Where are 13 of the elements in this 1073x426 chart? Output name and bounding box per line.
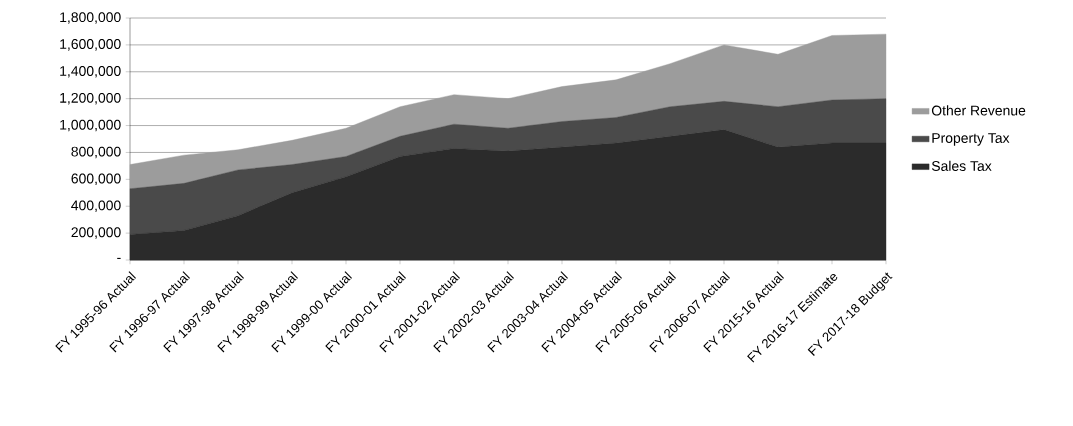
y-tick-label: 600,000 (71, 173, 121, 186)
y-tick-label: 1,000,000 (60, 119, 121, 132)
y-tick-label: 200,000 (71, 227, 121, 239)
y-tick-label: 1,800,000 (60, 12, 121, 24)
legend-label: Other Revenue (931, 105, 1026, 116)
y-tick-label: 400,000 (71, 200, 121, 212)
y-tick-label: - (117, 257, 121, 259)
y-tick-label: 1,600,000 (60, 39, 121, 51)
y-tick-label: 1,200,000 (60, 92, 121, 105)
legend-label: Sales Tax (931, 160, 992, 171)
y-tick-label: 1,400,000 (60, 66, 121, 78)
legend-label: Property Tax (932, 133, 1010, 146)
y-tick-label: 800,000 (71, 146, 121, 159)
